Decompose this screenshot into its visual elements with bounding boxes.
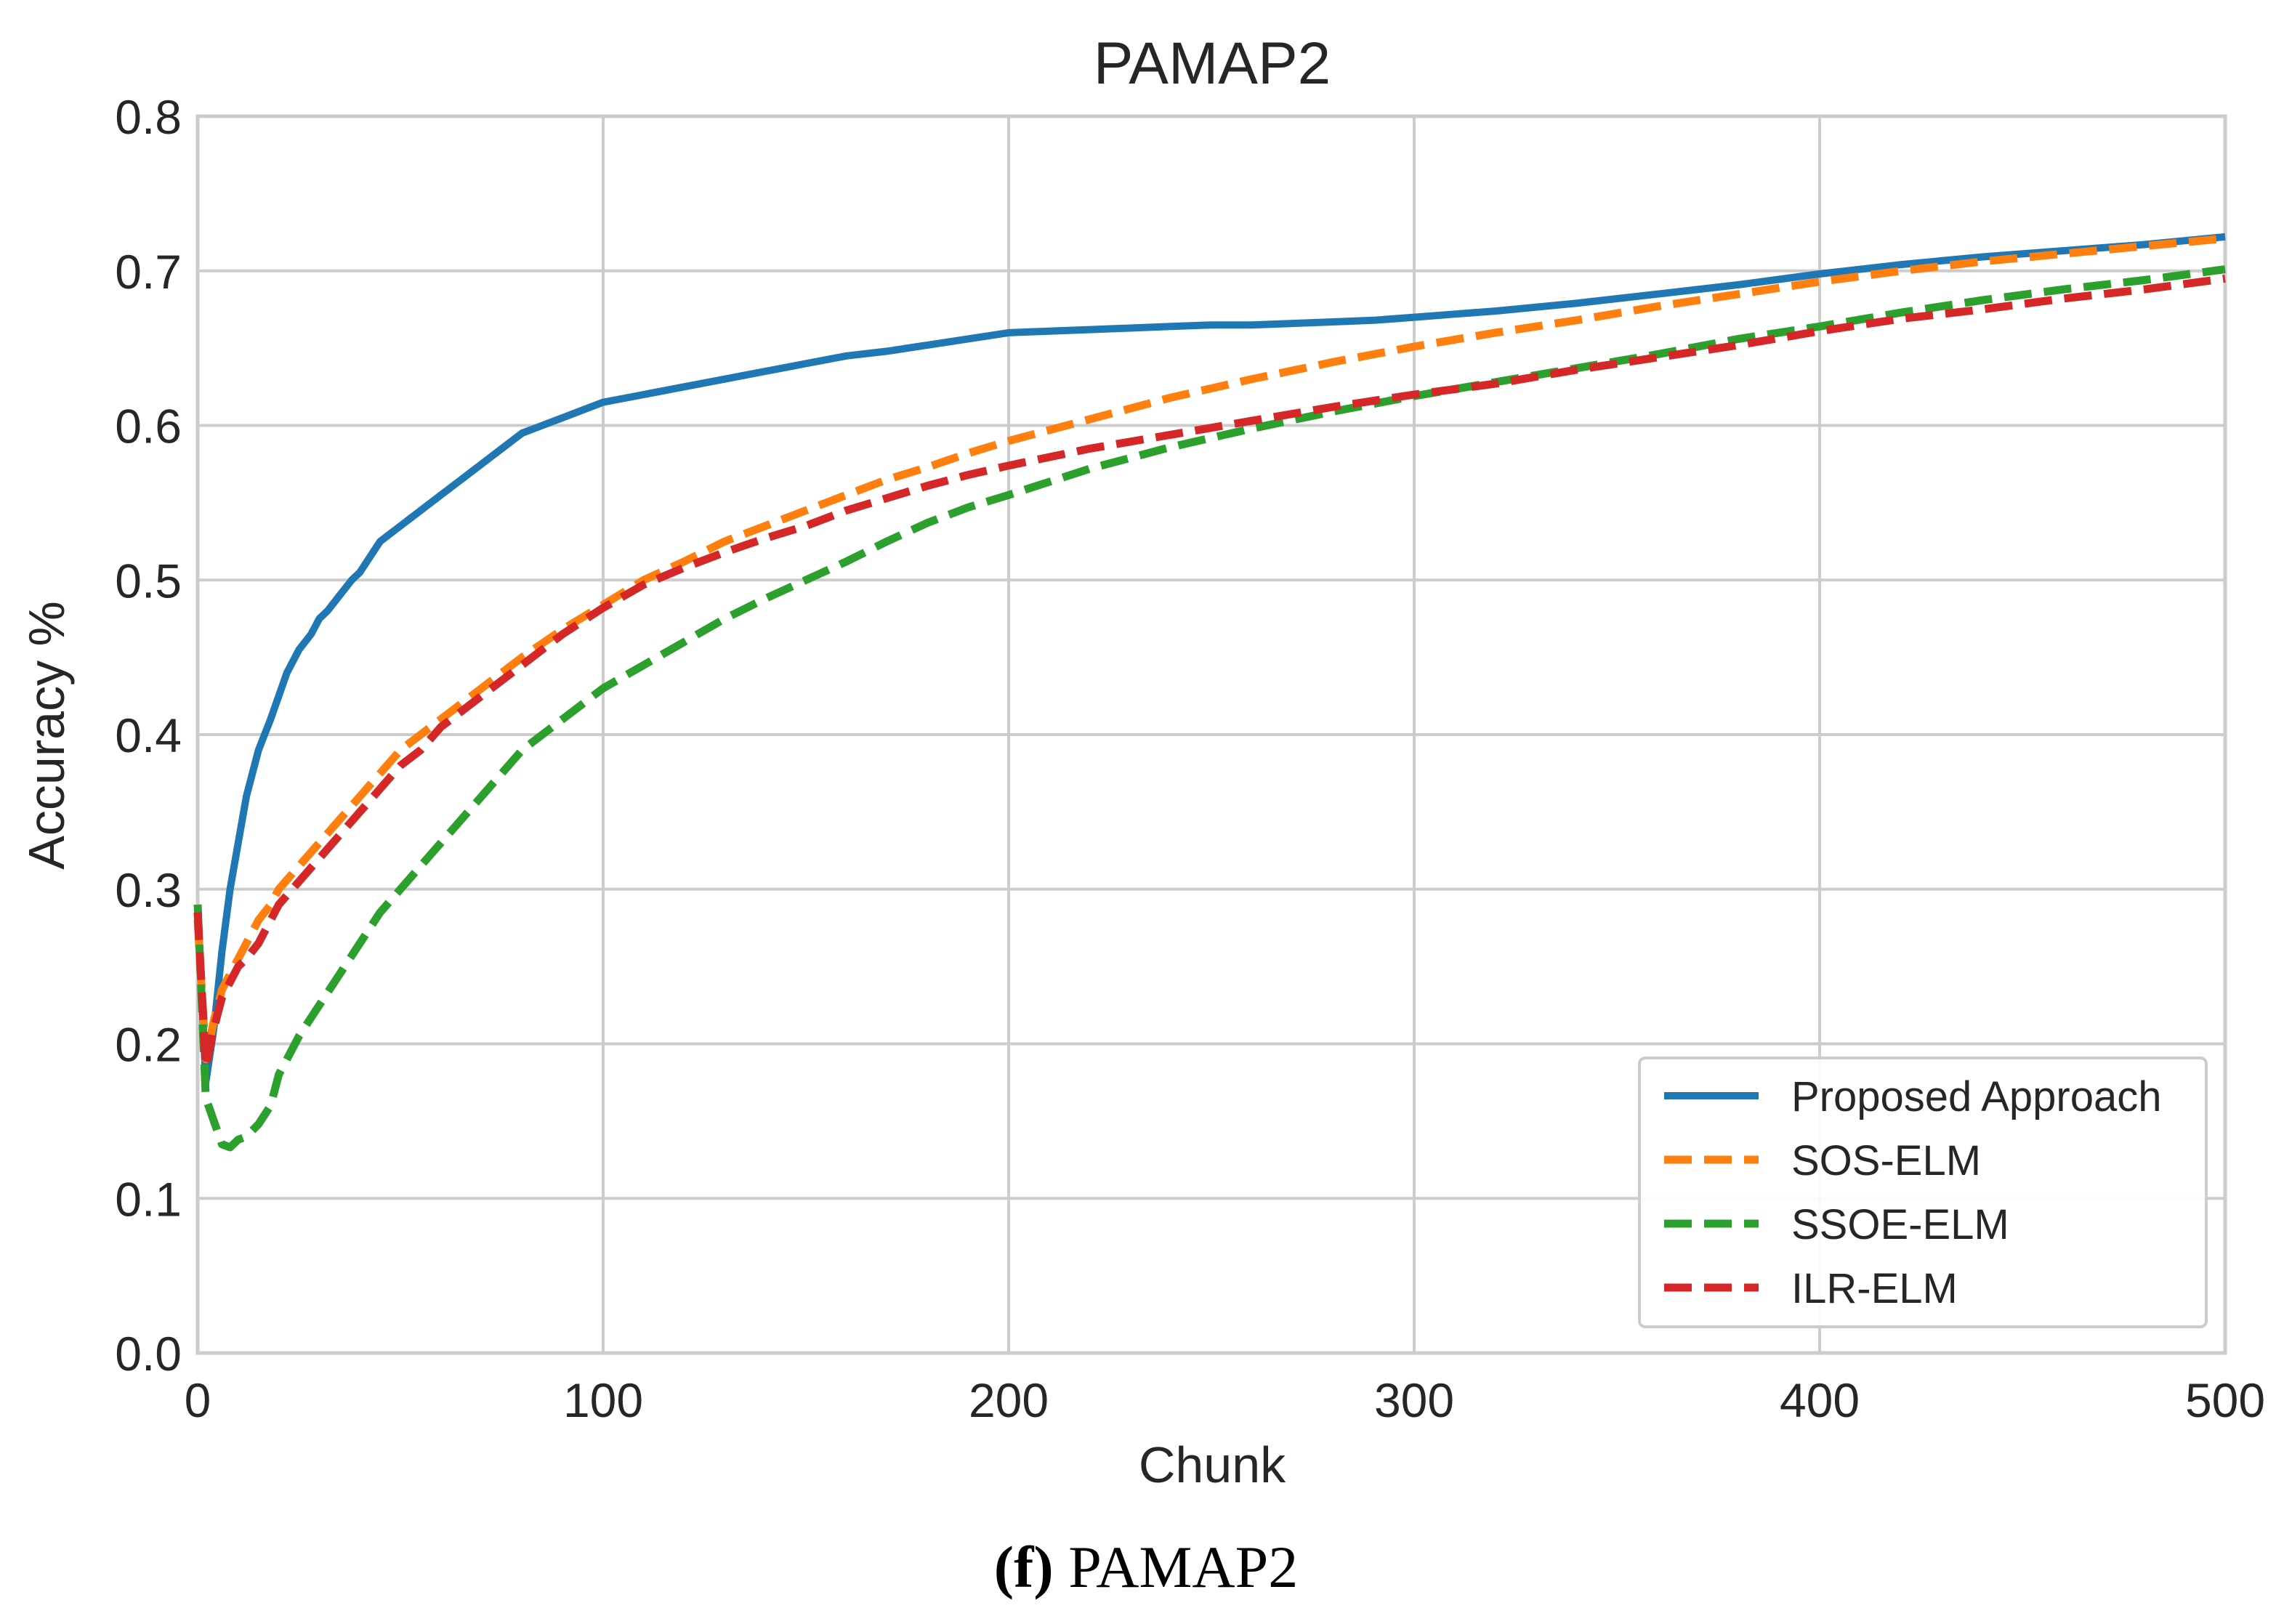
y-tick-label: 0.2 xyxy=(115,1018,182,1072)
x-tick-label: 100 xyxy=(563,1373,643,1427)
x-tick-label: 500 xyxy=(2185,1373,2265,1427)
y-axis-ticks: 0.0 0.1 0.2 0.3 0.4 0.5 0.6 0.7 0.8 xyxy=(115,90,182,1381)
series-line-sos-elm xyxy=(193,234,2226,1064)
legend-box xyxy=(1638,1057,2208,1328)
y-tick-label: 0.3 xyxy=(115,863,182,917)
y-tick-label: 0.4 xyxy=(115,708,182,762)
caption-text: PAMAP2 xyxy=(1068,1534,1299,1600)
x-axis-label: Chunk xyxy=(1139,1437,1286,1493)
x-tick-label: 0 xyxy=(185,1373,211,1427)
legend-label-ssoe-elm: SSOE-ELM xyxy=(1791,1201,2009,1248)
x-tick-label: 300 xyxy=(1374,1373,1454,1427)
y-tick-label: 0.1 xyxy=(115,1172,182,1226)
x-axis-ticks: 0 100 200 300 400 500 xyxy=(185,1373,2265,1427)
series-line-ilr-elm xyxy=(193,274,2226,1071)
figure-caption: (f) PAMAP2 xyxy=(0,1533,2292,1601)
legend: Proposed Approach SOS-ELM SSOE-ELM ILR-ELM xyxy=(1638,1057,2208,1328)
series-lines xyxy=(193,233,2226,1152)
caption-letter: (f) xyxy=(993,1534,1054,1600)
y-axis-label: Accuracy % xyxy=(18,601,75,870)
x-tick-label: 200 xyxy=(969,1373,1049,1427)
legend-label-sos-elm: SOS-ELM xyxy=(1791,1137,1981,1184)
chart-title: PAMAP2 xyxy=(1094,31,1331,97)
y-tick-label: 0.8 xyxy=(115,90,182,144)
legend-label-proposed-approach: Proposed Approach xyxy=(1791,1073,2161,1120)
y-tick-label: 0.6 xyxy=(115,400,182,453)
y-tick-label: 0.7 xyxy=(115,245,182,299)
x-tick-label: 400 xyxy=(1780,1373,1860,1427)
y-tick-label: 0.5 xyxy=(115,554,182,607)
legend-label-ilr-elm: ILR-ELM xyxy=(1791,1265,1958,1312)
series-line-proposed-approach xyxy=(194,233,2226,1086)
y-tick-label: 0.0 xyxy=(115,1327,182,1381)
